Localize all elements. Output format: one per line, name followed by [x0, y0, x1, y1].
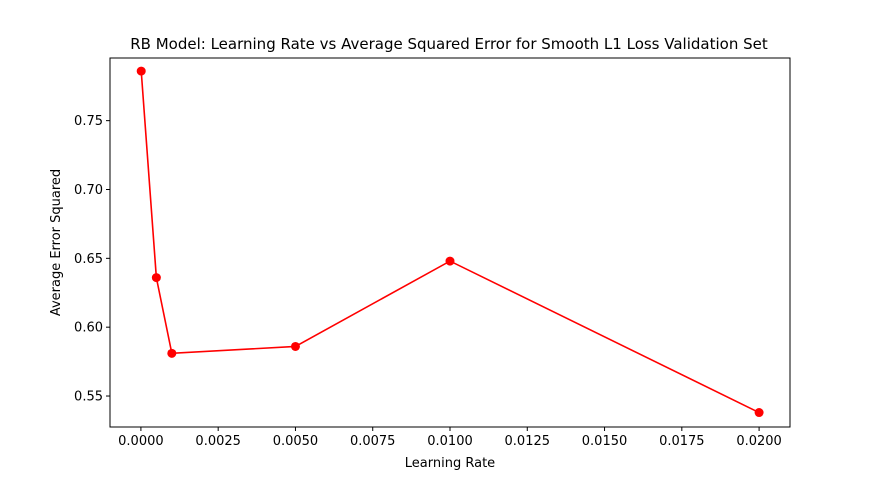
chart-title: RB Model: Learning Rate vs Average Squar… [130, 35, 768, 53]
x-tick-label: 0.0175 [659, 434, 705, 449]
x-axis: 0.0000 0.0025 0.0050 0.0075 0.0100 0.0125 0.01… [118, 427, 782, 449]
x-tick-label: 0.0025 [195, 434, 241, 449]
y-axis-label: Average Error Squared [49, 169, 64, 316]
y-tick-label: 0.75 [74, 114, 103, 129]
x-tick-label: 0.0150 [582, 434, 628, 449]
y-tick-label: 0.70 [74, 183, 103, 198]
y-tick-label: 0.65 [74, 252, 103, 267]
x-tick-label: 0.0050 [273, 434, 319, 449]
plot-area [136, 66, 764, 418]
data-point [754, 408, 764, 418]
plot-frame [109, 57, 791, 428]
series-line [140, 71, 760, 414]
x-tick-label: 0.0075 [350, 434, 396, 449]
x-tick-label: 0.0100 [427, 434, 473, 449]
data-point [136, 66, 146, 76]
x-tick-label: 0.0200 [736, 434, 782, 449]
x-tick-label: 0.0000 [118, 434, 164, 449]
x-tick-label: 0.0125 [505, 434, 551, 449]
y-tick-label: 0.55 [74, 390, 103, 405]
y-tick-label: 0.60 [74, 321, 103, 336]
x-axis-label: Learning Rate [405, 456, 495, 471]
data-point [290, 341, 300, 351]
data-point [167, 348, 177, 358]
data-point [445, 256, 455, 266]
y-axis: 0.55 0.60 0.65 0.70 0.75 [74, 114, 110, 405]
data-point [151, 273, 161, 283]
